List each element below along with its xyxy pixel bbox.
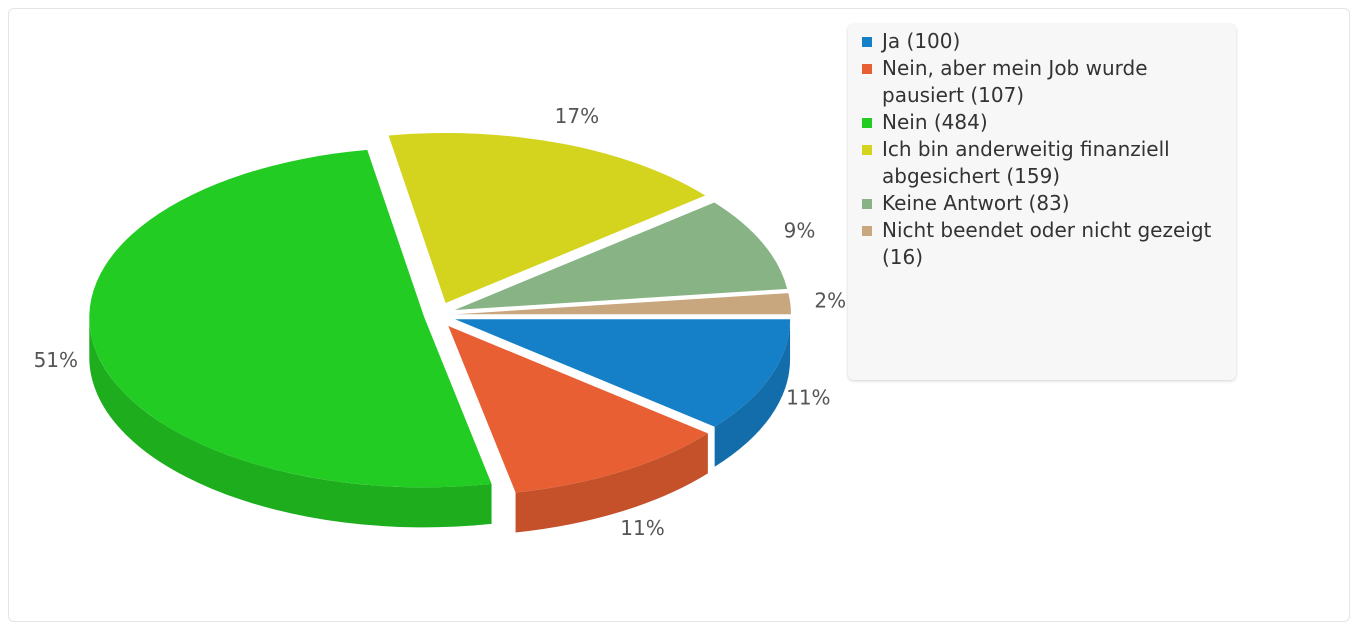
legend-item: Ja (100)	[862, 28, 1212, 55]
slice	[455, 293, 791, 315]
legend-swatch	[862, 199, 872, 209]
slice-side	[89, 317, 492, 528]
slice	[455, 319, 791, 427]
legend: Ja (100) Nein, aber mein Job wurde pausie…	[848, 24, 1236, 380]
legend-label: Ja (100)	[882, 29, 961, 53]
slice-label: 51%	[34, 348, 78, 372]
slice-label: 11%	[786, 386, 830, 410]
pie-tops	[89, 133, 791, 493]
legend-swatch	[862, 64, 872, 74]
legend-label: Nicht beendet oder nicht gezeigt (16)	[882, 218, 1212, 269]
chart-card	[8, 8, 1350, 622]
legend-swatch	[862, 118, 872, 128]
legend-item: Nein, aber mein Job wurde pausiert (107)	[862, 55, 1212, 109]
slice	[388, 133, 706, 304]
legend-item: Nicht beendet oder nicht gezeigt (16)	[862, 217, 1212, 271]
slice-label: 11%	[620, 516, 664, 540]
legend-swatch	[862, 226, 872, 236]
legend-label: Nein, aber mein Job wurde pausiert (107)	[882, 56, 1148, 107]
slice-side	[714, 319, 791, 467]
legend-swatch	[862, 37, 872, 47]
pie-sides	[89, 317, 791, 533]
slice-label: 9%	[784, 219, 816, 243]
slice-label: 2%	[814, 288, 846, 312]
slice	[448, 325, 708, 493]
legend-label: Nein (484)	[882, 110, 988, 134]
legend-item: Ich bin anderweitig finanziell abgesiche…	[862, 136, 1212, 190]
slice	[454, 202, 788, 310]
legend-item: Keine Antwort (83)	[862, 190, 1212, 217]
legend-label: Keine Antwort (83)	[882, 191, 1070, 215]
legend-item: Nein (484)	[862, 109, 1212, 136]
slice	[89, 149, 492, 488]
legend-label: Ich bin anderweitig finanziell abgesiche…	[882, 137, 1170, 188]
legend-swatch	[862, 145, 872, 155]
slice-side	[515, 433, 708, 533]
slice-label: 17%	[555, 104, 599, 128]
